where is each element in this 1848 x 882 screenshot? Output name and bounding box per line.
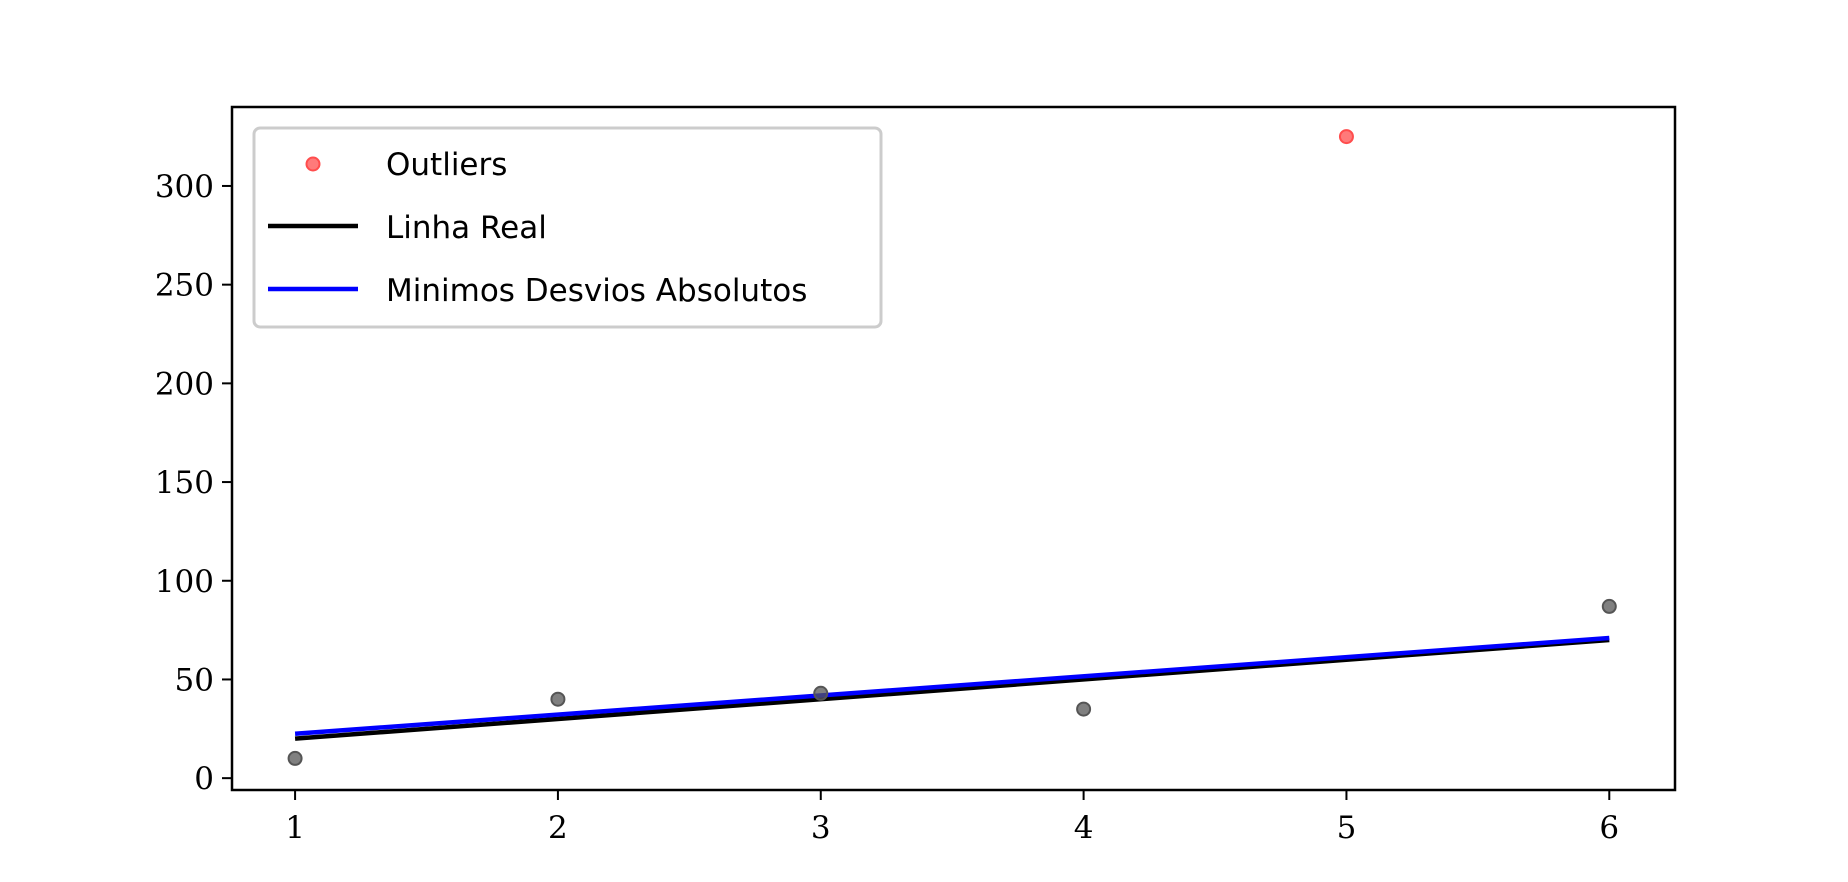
y-tick-label: 300 — [155, 169, 214, 205]
series-points — [287, 129, 1617, 766]
data-point-data — [813, 685, 829, 701]
legend: Outliers Linha Real Minimos Desvios Abso… — [252, 126, 883, 329]
plot-frame — [230, 105, 1677, 792]
x-tick-label: 5 — [1337, 810, 1357, 846]
y-tick-label: 100 — [155, 564, 214, 600]
legend-box — [252, 126, 883, 329]
series-line-linha-real — [294, 637, 1610, 741]
x-tick-label: 3 — [811, 810, 831, 846]
legend-label-minimos-desvios: Minimos Desvios Absolutos — [386, 273, 807, 309]
x-tick-label: 4 — [1074, 810, 1094, 846]
data-point-data — [1076, 701, 1092, 717]
y-tick-label: 200 — [155, 366, 214, 402]
data-point-data — [287, 750, 303, 766]
x-tick-label: 6 — [1599, 810, 1619, 846]
ticks: 1 2 3 4 5 6 0 50 100 150 200 250 300 — [155, 169, 1619, 846]
y-tick-label: 250 — [155, 268, 214, 304]
data-point-outliers — [1338, 129, 1354, 145]
x-tick-label: 1 — [285, 810, 305, 846]
series-line-minimos-desvios-absolutos — [294, 635, 1610, 736]
legend-label-outliers: Outliers — [386, 147, 507, 183]
y-tick-label: 150 — [155, 465, 214, 501]
series-lines — [294, 635, 1610, 741]
x-tick-label: 2 — [548, 810, 568, 846]
data-point-data — [1601, 598, 1617, 614]
legend-marker-outliers — [305, 156, 321, 172]
data-point-data — [550, 691, 566, 707]
y-tick-label: 50 — [175, 662, 214, 698]
y-tick-label: 0 — [194, 761, 214, 797]
legend-label-linha-real: Linha Real — [386, 210, 547, 246]
